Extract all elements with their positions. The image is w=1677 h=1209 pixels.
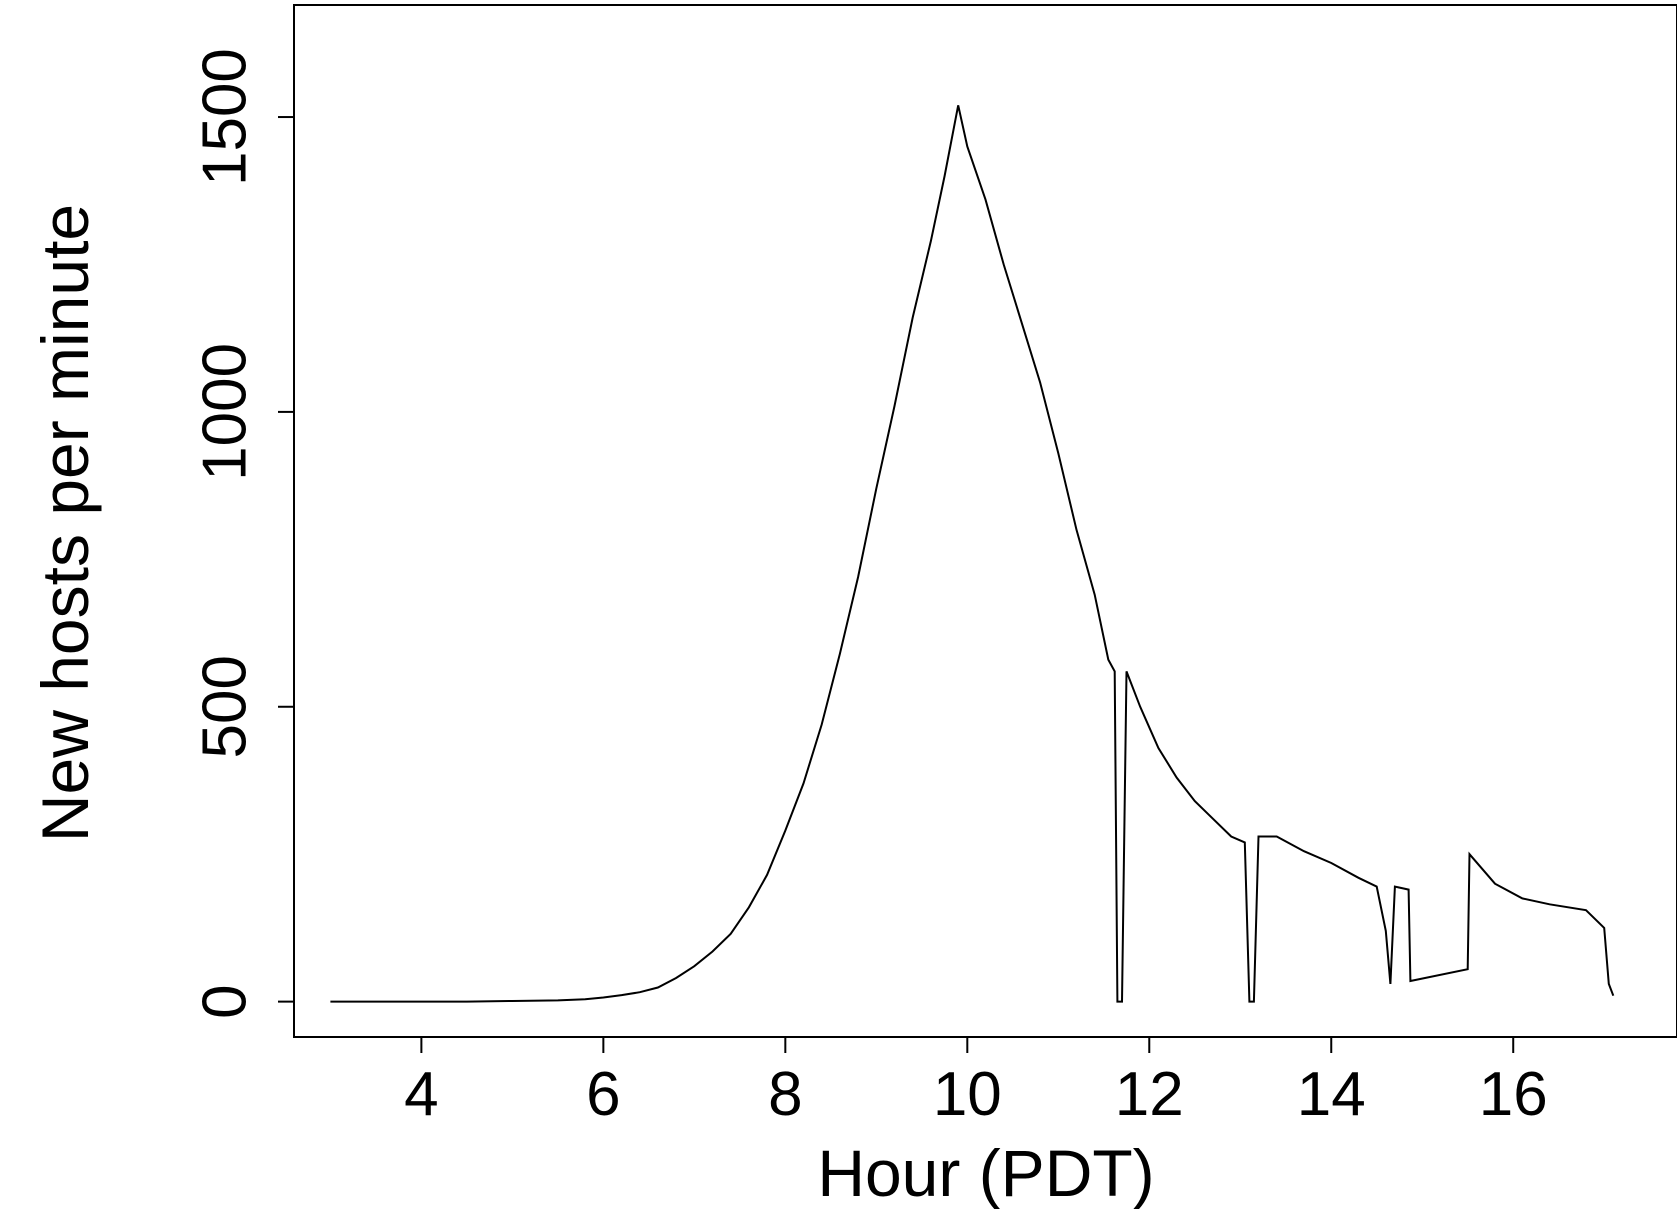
y-tick-label: 1000	[191, 343, 260, 481]
x-tick-label: 16	[1479, 1060, 1548, 1129]
y-tick-label: 0	[191, 984, 260, 1018]
x-tick-label: 4	[404, 1060, 438, 1129]
x-tick-label: 12	[1115, 1060, 1184, 1129]
plot-frame	[293, 4, 1677, 1038]
y-axis: 0 500 1000 1500	[191, 48, 294, 1019]
x-axis: 4 6 8 10 12 14 16	[404, 1037, 1548, 1129]
series-line	[330, 105, 1615, 1003]
y-tick-label: 500	[191, 655, 260, 758]
x-axis-label: Hour (PDT)	[817, 1136, 1154, 1209]
x-tick-label: 10	[933, 1060, 1002, 1129]
y-axis-label: New hosts per minute	[28, 204, 102, 842]
x-tick-label: 14	[1297, 1060, 1366, 1129]
x-tick-label: 6	[586, 1060, 620, 1129]
x-tick-label: 8	[768, 1060, 802, 1129]
y-tick-label: 1500	[191, 48, 260, 186]
